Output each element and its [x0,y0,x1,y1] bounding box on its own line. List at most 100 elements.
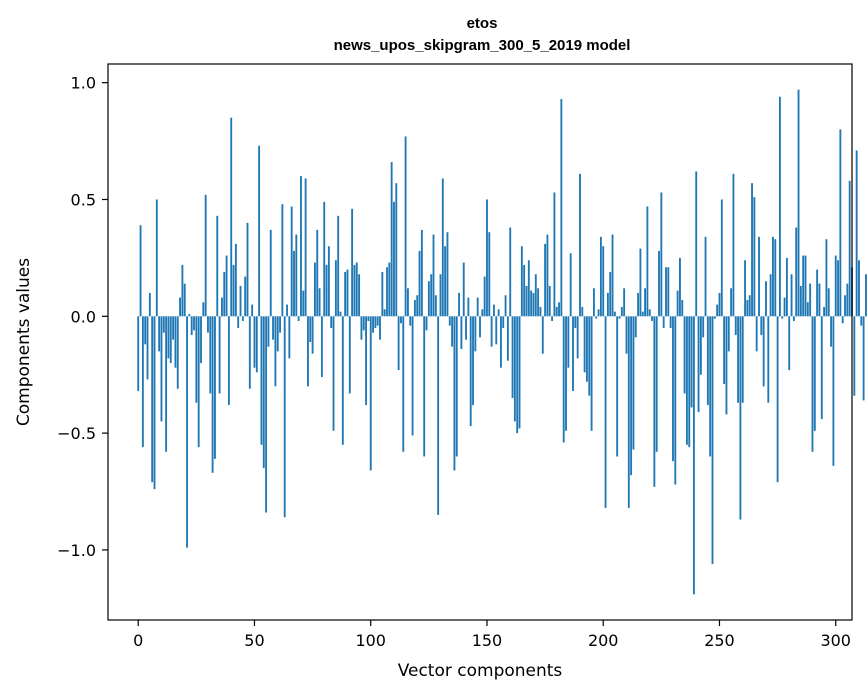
bar [667,267,670,317]
bar [325,264,328,317]
bar [774,239,777,317]
bar [479,316,481,338]
bar [339,311,342,317]
bar [283,316,286,518]
bar [174,316,177,368]
bar [304,178,307,317]
bar [513,316,516,422]
bar [360,316,363,340]
chart-title: etos [467,15,498,32]
y-axis-label: Components values [14,258,34,426]
bar [672,316,674,462]
bar [806,302,809,317]
bar [855,150,858,317]
bar [762,316,765,387]
bar [269,229,272,317]
bar [544,243,547,317]
bar [813,316,816,431]
bar [637,292,640,317]
bar [860,316,863,326]
bar [509,227,512,317]
bar [493,304,495,317]
bar [409,316,412,326]
bar [158,316,161,352]
bar [790,274,793,317]
bar [397,316,400,371]
bar [655,316,658,452]
bar [795,227,798,317]
bar [200,316,202,364]
bar [160,316,163,422]
bar [783,297,786,317]
bar [383,309,386,317]
bar [820,316,823,420]
bar [258,145,261,317]
bar [583,316,586,373]
bar [209,316,212,394]
bar [797,89,800,317]
bar [434,295,437,317]
bar [420,229,423,317]
bar [546,234,549,317]
bar [725,316,728,415]
bar [692,316,695,595]
bar [518,316,521,429]
bar [388,262,391,317]
bar [290,206,293,317]
plot-frame [107,63,853,621]
bar [274,316,277,387]
bar [597,309,600,317]
bar [767,316,770,403]
bar [525,285,528,317]
bar [558,302,560,317]
bar [769,274,772,317]
bar [844,295,846,317]
bar [288,316,291,359]
bar [348,316,351,394]
bar [448,316,451,326]
bar [302,290,305,317]
bar [653,316,656,487]
bar [195,316,198,403]
bar [586,316,588,382]
bar [234,243,237,317]
bar [272,316,274,340]
bar [737,316,739,403]
bar [574,316,577,328]
bar [520,246,523,317]
bar [588,316,591,396]
bar [186,316,188,548]
bar [697,316,700,413]
bar [497,309,500,317]
bar [502,316,505,328]
bar [760,316,763,335]
bar [753,197,756,317]
bar [309,316,312,342]
bar [374,316,377,328]
bar [792,316,795,321]
bar [809,283,812,317]
bar [260,316,263,445]
bar [744,260,746,317]
bar [648,309,651,317]
y-tick-label: −0.5 [57,424,96,443]
bar [734,316,737,335]
bar [551,316,553,321]
bar [634,316,637,338]
bar [393,201,395,317]
bar [365,316,367,406]
bar [778,96,781,317]
bar [662,316,665,328]
bar [862,316,865,401]
bar [425,316,428,331]
bar [476,297,479,317]
bar [690,316,693,408]
bar [327,246,330,317]
x-axis-label: Vector components [398,661,563,681]
bar [516,316,519,434]
bar [651,316,653,321]
bar [530,290,533,317]
bar [804,255,807,317]
bar [560,99,563,317]
bar [169,316,172,364]
